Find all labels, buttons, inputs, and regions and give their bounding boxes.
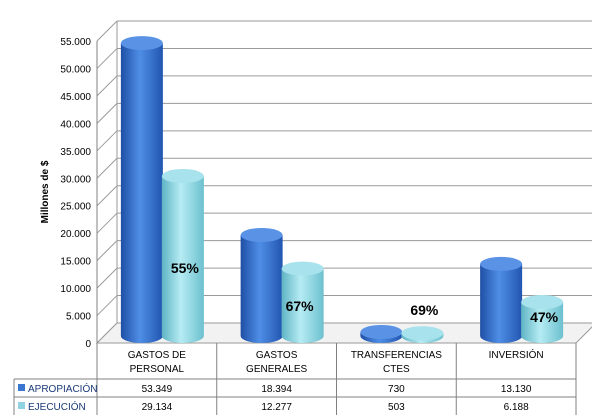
bar-top-ejecucion <box>521 295 564 310</box>
gridline-depth <box>96 267 118 289</box>
y-tick-label: 15.000 <box>60 257 91 268</box>
y-tick-label: 50.000 <box>60 64 91 75</box>
gridline-depth <box>96 75 118 97</box>
category-label: CTES <box>383 364 410 375</box>
y-tick-label: 40.000 <box>60 119 91 130</box>
y-tick-label: 25.000 <box>60 202 91 213</box>
percent-label: 67% <box>286 298 315 314</box>
table-value: 12.277 <box>261 402 292 413</box>
y-tick-label: 20.000 <box>60 229 91 240</box>
gridline-depth <box>96 157 118 179</box>
floor <box>95 322 592 344</box>
bar-apropiacion <box>480 263 523 344</box>
gridline-depth <box>96 103 118 124</box>
legend-swatch <box>18 384 25 391</box>
category-label: PERSONAL <box>130 364 185 375</box>
percent-label: 55% <box>171 260 200 276</box>
y-tick-label: 55.000 <box>60 37 91 48</box>
bar-top-apropiacion <box>120 36 163 51</box>
y-tick-label: 10.000 <box>60 284 91 295</box>
gridline-depth <box>96 130 118 152</box>
gridline-depth <box>96 20 118 42</box>
gridline-depth <box>96 212 118 234</box>
gridline-depth <box>96 240 118 261</box>
bar-ejecucion <box>521 302 564 344</box>
category-label: GASTOS <box>256 350 298 361</box>
table-value: 29.134 <box>142 402 173 413</box>
bar-top-apropiacion <box>360 324 403 339</box>
bar-top-ejecucion <box>401 326 444 341</box>
bar-top-apropiacion <box>240 228 283 243</box>
bar-apropiacion <box>240 235 283 344</box>
percent-label: 69% <box>410 302 439 318</box>
y-tick-label: 5.000 <box>66 312 91 323</box>
table-value: 18.394 <box>261 384 292 395</box>
category-label: GASTOS DE <box>128 350 186 361</box>
y-tick-label: 30.000 <box>60 174 91 185</box>
y-tick-label: 0 <box>85 339 91 350</box>
bar-top-ejecucion <box>281 261 324 276</box>
table-value: 53.349 <box>142 384 173 395</box>
table-value: 13.130 <box>501 384 532 395</box>
legend-label: APROPIACIÓN <box>28 382 97 395</box>
y-axis-label: Millones de $ <box>40 160 51 223</box>
table-value: 6.188 <box>504 402 529 413</box>
y-tick-label: 45.000 <box>60 92 91 103</box>
gridline-depth <box>96 295 118 316</box>
bar-top-ejecucion <box>161 169 204 184</box>
category-label: TRANSFERENCIAS <box>351 350 442 361</box>
table-value: 730 <box>388 384 405 395</box>
bar-ejecucion <box>161 176 204 344</box>
table-value: 503 <box>388 402 405 413</box>
percent-label: 47% <box>530 309 559 325</box>
bar-top-apropiacion <box>480 256 523 271</box>
category-label: INVERSIÓN <box>489 348 544 361</box>
category-label: GENERALES <box>246 364 307 375</box>
gridline-depth <box>96 48 118 69</box>
legend-swatch <box>18 402 25 409</box>
y-tick-label: 35.000 <box>60 147 91 158</box>
legend-label: EJECUCIÓN <box>28 400 86 413</box>
bar-ejecucion <box>281 268 324 344</box>
gridline-depth <box>96 185 118 207</box>
bar-apropiacion <box>120 43 163 344</box>
